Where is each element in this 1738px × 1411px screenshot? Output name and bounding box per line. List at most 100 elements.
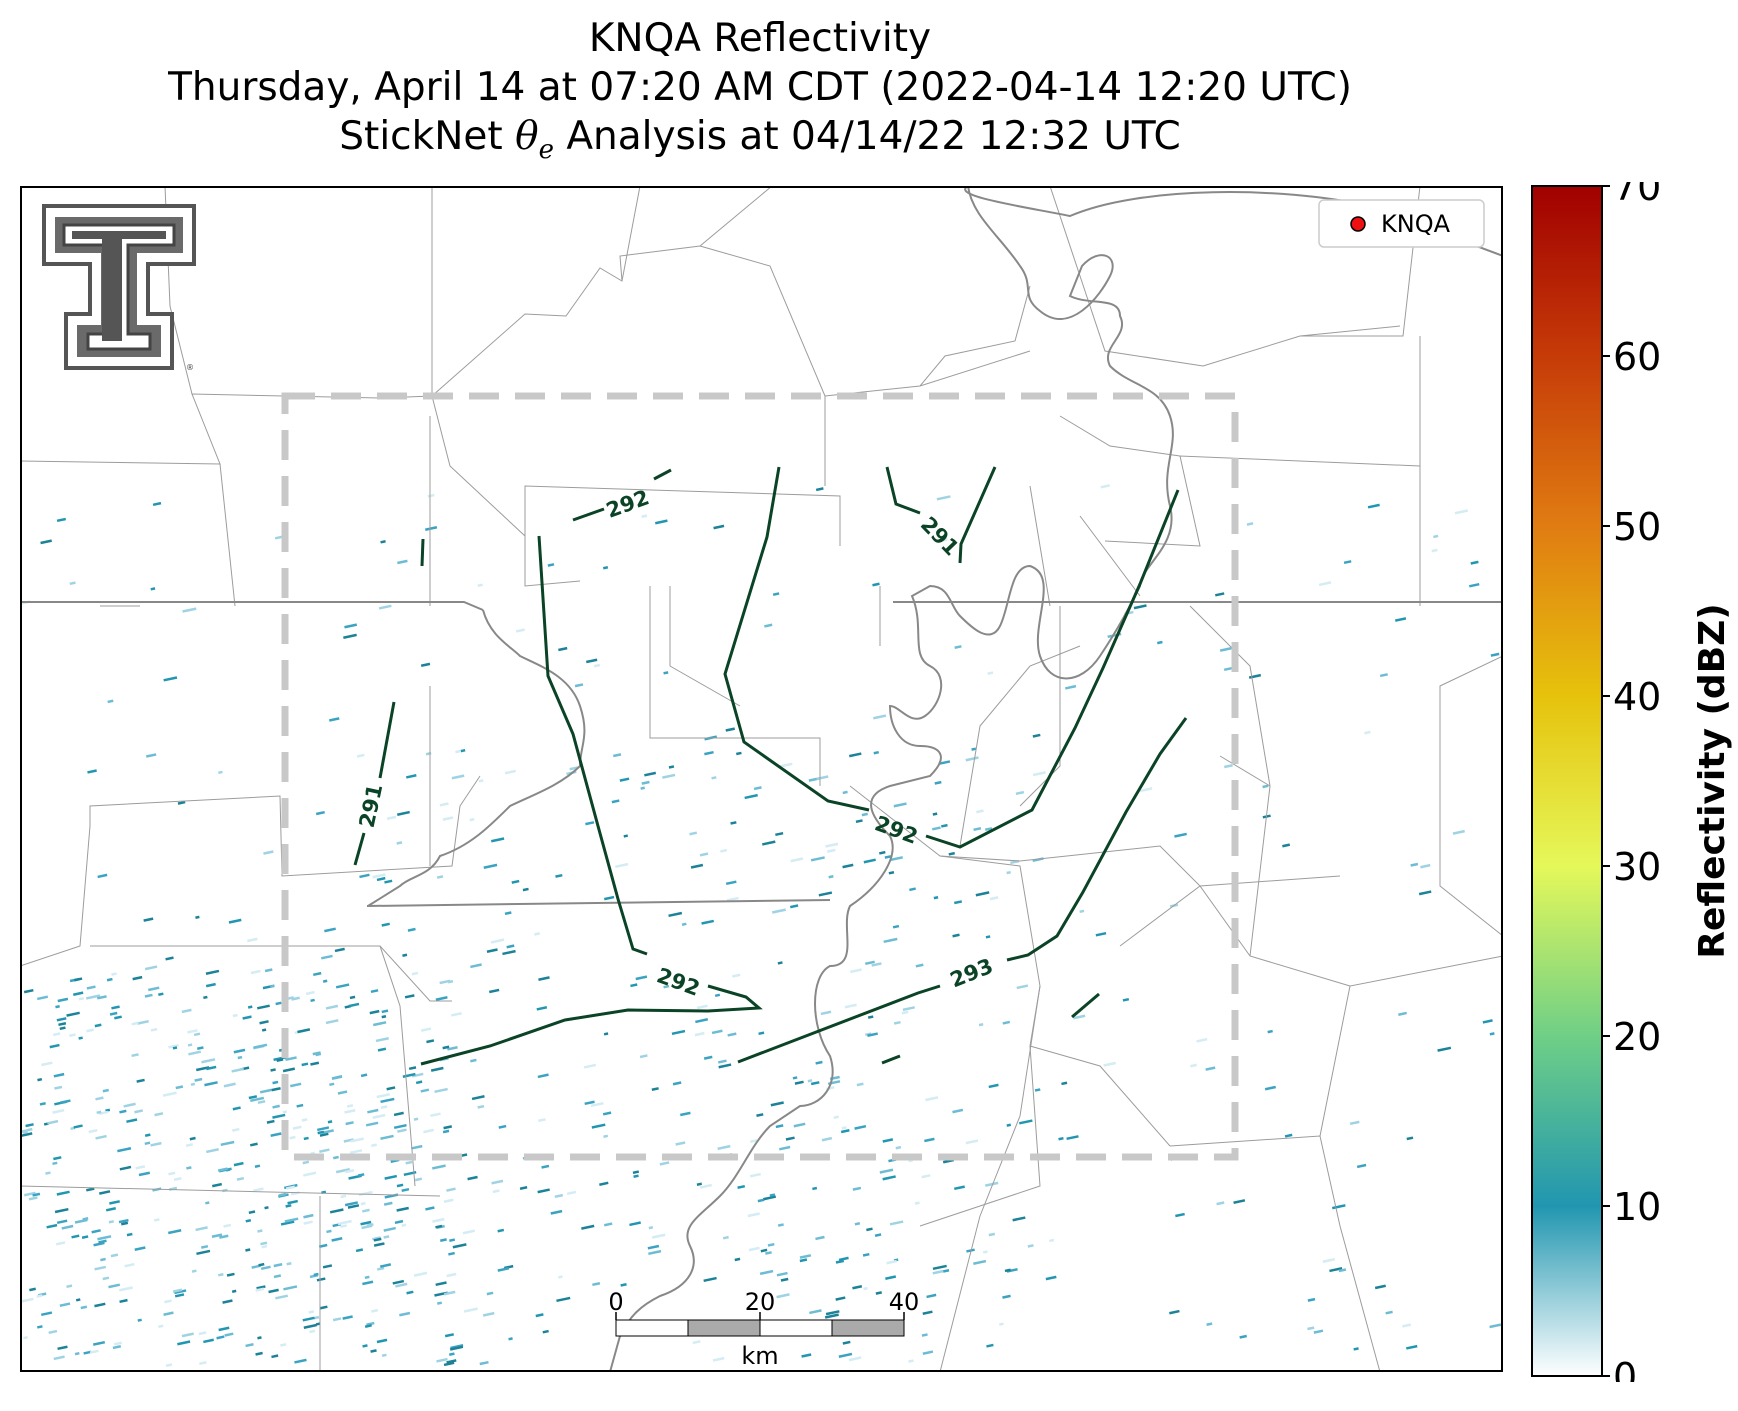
echo-pixel xyxy=(1205,1066,1216,1071)
echo-pixel xyxy=(205,969,220,975)
echo-pixel xyxy=(486,1291,494,1296)
echo-pixel xyxy=(810,1081,820,1086)
echo-pixel xyxy=(222,1299,233,1304)
echo-pixel xyxy=(71,1234,80,1239)
echo-pixel xyxy=(55,1005,60,1009)
echo-pixel xyxy=(401,1187,410,1192)
echo-pixel xyxy=(310,998,315,1003)
echo-pixel xyxy=(110,1253,119,1258)
echo-pixel xyxy=(95,1096,104,1101)
echo-pixel xyxy=(163,676,178,682)
echo-pixel xyxy=(211,1182,223,1188)
echo-pixel xyxy=(114,1341,122,1346)
echo-pixel xyxy=(1034,1088,1041,1092)
echo-pixel xyxy=(296,1103,304,1108)
echo-pixel xyxy=(1006,1268,1018,1273)
echo-pixel xyxy=(926,1293,937,1299)
echo-pixel xyxy=(343,633,357,639)
echo-pixel xyxy=(932,812,938,816)
echo-pixel xyxy=(435,996,448,1001)
echo-pixel xyxy=(828,875,834,879)
echo-pixel xyxy=(275,1294,289,1300)
echo-pixel xyxy=(863,1286,868,1291)
echo-pixel xyxy=(644,771,657,777)
echo-pixel xyxy=(569,766,578,771)
scale-segment xyxy=(759,1319,833,1337)
echo-pixel xyxy=(114,1015,122,1020)
echo-pixel xyxy=(1433,534,1439,539)
echo-pixel xyxy=(849,968,862,974)
echo-pixel xyxy=(632,1170,640,1175)
colorbar-tick-label: 60 xyxy=(1613,335,1661,379)
echo-pixel xyxy=(383,1201,393,1206)
echo-pixel xyxy=(381,1353,387,1357)
echo-pixel xyxy=(360,1073,368,1078)
echo-pixel xyxy=(835,1259,845,1264)
echo-pixel xyxy=(1140,787,1153,793)
scale-tick-label: 0 xyxy=(608,1288,623,1316)
echo-pixel xyxy=(362,1280,374,1286)
echo-pixel xyxy=(268,1288,279,1294)
echo-pixel xyxy=(815,1060,823,1065)
echo-pixel xyxy=(259,1088,272,1094)
echo-pixel xyxy=(855,819,863,824)
theta-symbol: θ xyxy=(515,114,539,159)
echo-pixel xyxy=(1398,1011,1407,1016)
echo-pixel xyxy=(455,749,461,754)
echo-pixel xyxy=(982,1250,988,1254)
echo-pixel xyxy=(346,1104,354,1108)
echo-pixel xyxy=(393,1123,407,1130)
echo-pixel xyxy=(583,1063,597,1069)
echo-pixel xyxy=(933,896,939,900)
echo-pixel xyxy=(497,1267,510,1272)
echo-pixel xyxy=(712,1356,725,1362)
echo-pixel xyxy=(20,1297,34,1303)
echo-pixel xyxy=(467,1175,478,1181)
county-line xyxy=(1189,605,1271,957)
echo-pixel xyxy=(102,1088,109,1093)
colorbar-label: Reflectivity (dBZ) xyxy=(1692,603,1733,958)
echo-pixel xyxy=(792,1076,798,1080)
echo-pixel xyxy=(380,540,386,544)
county-line xyxy=(649,586,821,786)
echo-pixel xyxy=(838,1256,849,1262)
echo-pixel xyxy=(932,826,941,831)
echo-pixel xyxy=(82,1217,89,1221)
echo-pixel xyxy=(538,1118,546,1123)
echo-pixel xyxy=(867,1032,878,1037)
echo-pixel xyxy=(420,1027,432,1032)
echo-pixel xyxy=(218,1273,224,1277)
echo-pixel xyxy=(1264,1085,1276,1091)
echo-pixel xyxy=(971,747,977,751)
echo-pixel xyxy=(442,1045,450,1050)
echo-pixel xyxy=(131,1053,139,1058)
echo-pixel xyxy=(922,1310,933,1315)
echo-pixel xyxy=(119,1286,133,1292)
echo-pixel xyxy=(393,1111,404,1117)
echo-pixel xyxy=(1224,764,1233,769)
echo-pixel xyxy=(640,786,646,790)
echo-pixel xyxy=(270,1132,282,1137)
echo-pixel xyxy=(1032,733,1041,738)
echo-pixel xyxy=(1133,604,1147,610)
echo-pixel xyxy=(150,1027,158,1032)
echo-pixel xyxy=(1282,843,1291,848)
echo-pixel xyxy=(392,1279,405,1285)
echo-pixel xyxy=(604,1222,613,1227)
echo-pixel xyxy=(331,1075,343,1080)
echo-pixel xyxy=(248,1210,256,1215)
echo-pixel xyxy=(165,956,174,961)
echo-pixel xyxy=(196,1066,210,1072)
echo-pixel xyxy=(988,1083,999,1089)
echo-pixel xyxy=(148,986,160,992)
echo-pixel xyxy=(200,1244,209,1249)
echo-pixel xyxy=(96,1110,102,1115)
echo-pixel xyxy=(344,1109,356,1114)
echo-pixel xyxy=(478,779,484,783)
registered-mark: ® xyxy=(186,363,194,372)
echo-pixel xyxy=(94,1023,102,1028)
echo-pixel xyxy=(118,1218,129,1224)
echo-pixel xyxy=(89,1349,99,1354)
echo-pixel xyxy=(581,1224,595,1230)
echo-pixel xyxy=(280,1343,287,1347)
